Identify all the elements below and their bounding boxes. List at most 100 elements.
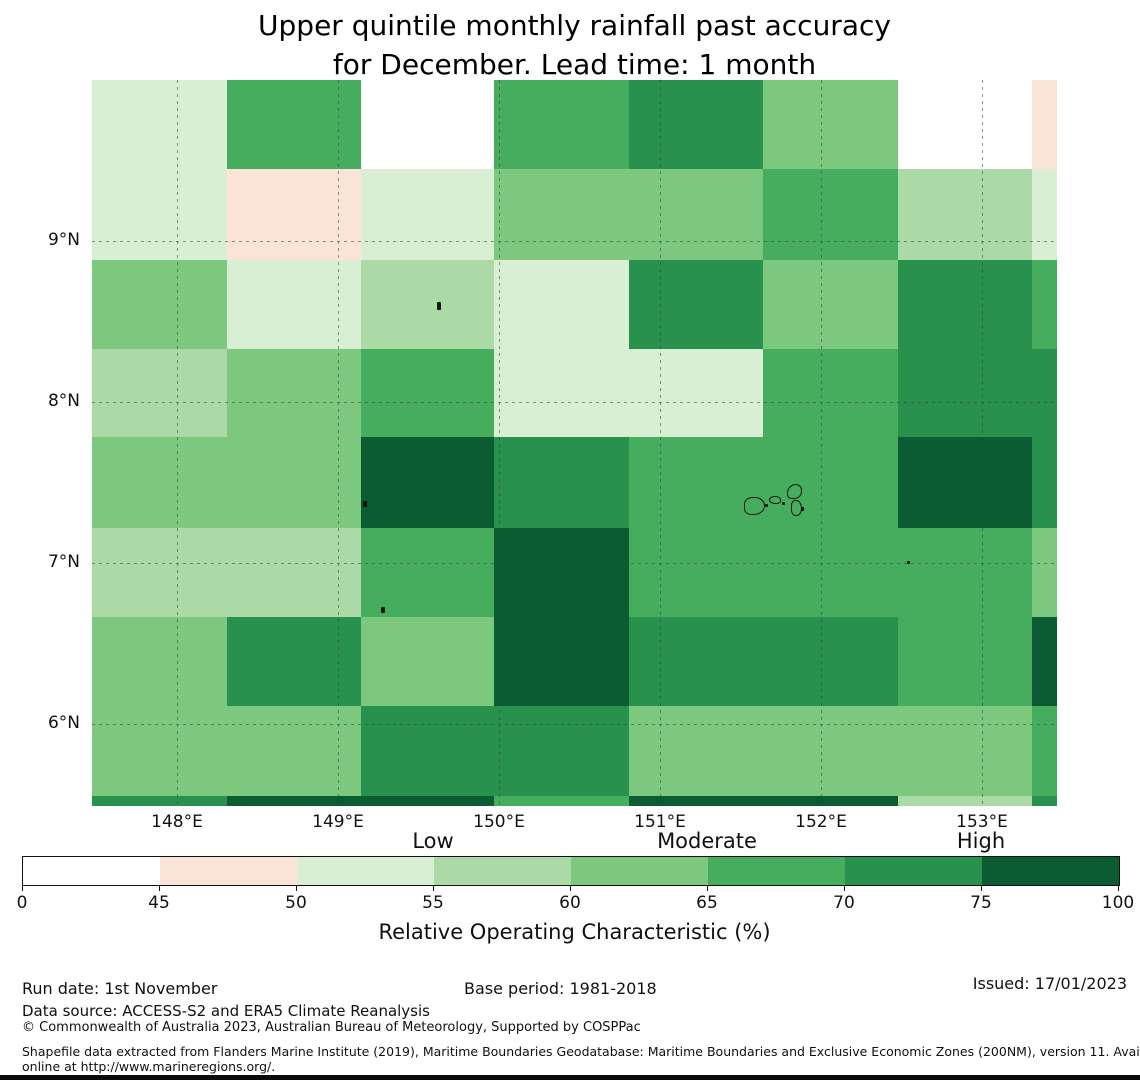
map-cell [494, 437, 629, 528]
latitude-gridline [92, 724, 1057, 725]
chart-title-line2: for December. Lead time: 1 month [332, 48, 817, 81]
shapefile-attribution-line1: Shapefile data extracted from Flanders M… [22, 1044, 1140, 1059]
island-shape [381, 607, 385, 613]
map-cell [898, 706, 1032, 796]
colorbar-tick-mark [1118, 886, 1119, 891]
map-cell [227, 260, 361, 349]
map-cell [1032, 617, 1057, 706]
latitude-gridline [92, 402, 1057, 403]
map-cell [763, 437, 898, 528]
map-cell [1032, 80, 1057, 169]
map-plot-area [92, 80, 1057, 806]
colorbar-category-label: High [956, 829, 1006, 853]
longitude-gridline [660, 80, 661, 806]
map-cell [494, 528, 629, 617]
map-cell [494, 796, 629, 806]
map-cell [361, 169, 494, 260]
map-cell [898, 528, 1032, 617]
map-cell [92, 80, 227, 169]
y-tick-label: 7°N [47, 552, 80, 572]
y-tick-label: 6°N [47, 713, 80, 733]
map-cell [361, 528, 494, 617]
colorbar-tick-mark [707, 886, 708, 891]
longitude-gridline [821, 80, 822, 806]
island-shape [769, 496, 781, 504]
map-cell [227, 706, 361, 796]
x-tick-label: 149°E [312, 812, 364, 832]
chart-title-line1: Upper quintile monthly rainfall past acc… [258, 9, 891, 42]
island-shape [907, 561, 910, 564]
map-cell [629, 617, 763, 706]
map-cell [227, 349, 361, 437]
map-cell [494, 80, 629, 169]
colorbar-tick-mark [570, 886, 571, 891]
map-cell [361, 349, 494, 437]
map-cell [629, 80, 763, 169]
map-cell [1032, 169, 1057, 260]
colorbar-tick-mark [296, 886, 297, 891]
colorbar-segment [571, 857, 708, 885]
map-cell [361, 437, 494, 528]
map-cell [898, 260, 1032, 349]
map-cell [227, 528, 361, 617]
map-cell [763, 169, 898, 260]
map-cell [763, 349, 898, 437]
longitude-gridline [499, 80, 500, 806]
map-cell [629, 260, 763, 349]
issued-text: Issued: 17/01/2023 [972, 974, 1127, 993]
map-cell [1032, 260, 1057, 349]
colorbar-tick-mark [159, 886, 160, 891]
x-tick-label: 151°E [634, 812, 686, 832]
x-tick-label: 153°E [956, 812, 1008, 832]
map-cell [1032, 437, 1057, 528]
map-cell [92, 437, 227, 528]
latitude-gridline [92, 241, 1057, 242]
colorbar-tick-mark [981, 886, 982, 891]
map-cell [361, 617, 494, 706]
island-shape [765, 504, 768, 507]
map-cell [763, 80, 898, 169]
base-period-text: Base period: 1981-2018 [464, 979, 657, 998]
map-cell [898, 617, 1032, 706]
map-cell [763, 260, 898, 349]
bottom-border-bar [0, 1075, 1140, 1080]
colorbar-tick-label: 75 [970, 893, 992, 913]
copyright-text: © Commonwealth of Australia 2023, Austra… [22, 1020, 641, 1035]
colorbar-category-label: Moderate [657, 829, 757, 853]
map-cell [1032, 349, 1057, 437]
map-cell [629, 169, 763, 260]
map-cell [92, 706, 227, 796]
map-cell [898, 437, 1032, 528]
map-cell [494, 706, 629, 796]
colorbar [22, 856, 1120, 886]
longitude-gridline [177, 80, 178, 806]
map-cell [92, 528, 227, 617]
colorbar-segment [160, 857, 297, 885]
y-tick-label: 9°N [47, 230, 80, 250]
colorbar-tick-mark [22, 886, 23, 891]
map-cell [629, 349, 763, 437]
map-cell [898, 80, 1032, 169]
map-cell [92, 796, 227, 806]
map-cell [898, 169, 1032, 260]
colorbar-tick-label: 55 [422, 893, 444, 913]
colorbar-segment [297, 857, 434, 885]
longitude-gridline [338, 80, 339, 806]
island-shape [363, 501, 367, 507]
map-cell [763, 796, 898, 806]
x-tick-label: 148°E [151, 812, 203, 832]
data-source-text: Data source: ACCESS-S2 and ERA5 Climate … [22, 1002, 430, 1020]
y-tick-label: 8°N [47, 391, 80, 411]
map-cell [494, 169, 629, 260]
map-cell [1032, 796, 1057, 806]
map-cell [629, 796, 763, 806]
colorbar-tick-mark [844, 886, 845, 891]
map-cell [1032, 528, 1057, 617]
map-cell [227, 617, 361, 706]
colorbar-segment [845, 857, 982, 885]
colorbar-tick-label: 0 [16, 893, 28, 913]
colorbar-tick-label: 65 [696, 893, 718, 913]
island-shape [782, 502, 785, 505]
map-cell [92, 169, 227, 260]
